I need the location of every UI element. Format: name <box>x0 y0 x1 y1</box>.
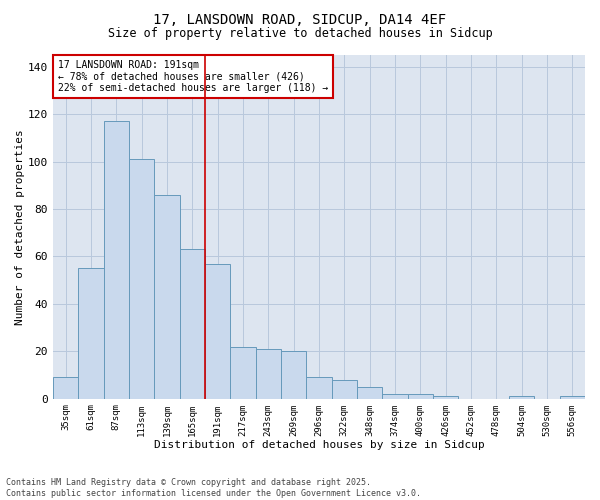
Bar <box>78 268 104 398</box>
Bar <box>154 195 179 398</box>
Bar <box>179 250 205 398</box>
Bar <box>129 160 154 398</box>
Text: Contains HM Land Registry data © Crown copyright and database right 2025.
Contai: Contains HM Land Registry data © Crown c… <box>6 478 421 498</box>
Bar <box>509 396 535 398</box>
Bar <box>407 394 433 398</box>
Text: 17, LANSDOWN ROAD, SIDCUP, DA14 4EF: 17, LANSDOWN ROAD, SIDCUP, DA14 4EF <box>154 12 446 26</box>
Bar <box>332 380 357 398</box>
Bar <box>357 387 382 398</box>
Bar <box>104 122 129 398</box>
Text: Size of property relative to detached houses in Sidcup: Size of property relative to detached ho… <box>107 28 493 40</box>
Text: 17 LANSDOWN ROAD: 191sqm
← 78% of detached houses are smaller (426)
22% of semi-: 17 LANSDOWN ROAD: 191sqm ← 78% of detach… <box>58 60 328 94</box>
Bar <box>306 378 332 398</box>
X-axis label: Distribution of detached houses by size in Sidcup: Distribution of detached houses by size … <box>154 440 484 450</box>
Bar <box>433 396 458 398</box>
Bar <box>560 396 585 398</box>
Bar <box>281 352 306 399</box>
Bar <box>53 378 78 398</box>
Bar <box>382 394 407 398</box>
Bar <box>256 349 281 399</box>
Bar <box>205 264 230 398</box>
Bar <box>230 346 256 399</box>
Y-axis label: Number of detached properties: Number of detached properties <box>15 129 25 324</box>
